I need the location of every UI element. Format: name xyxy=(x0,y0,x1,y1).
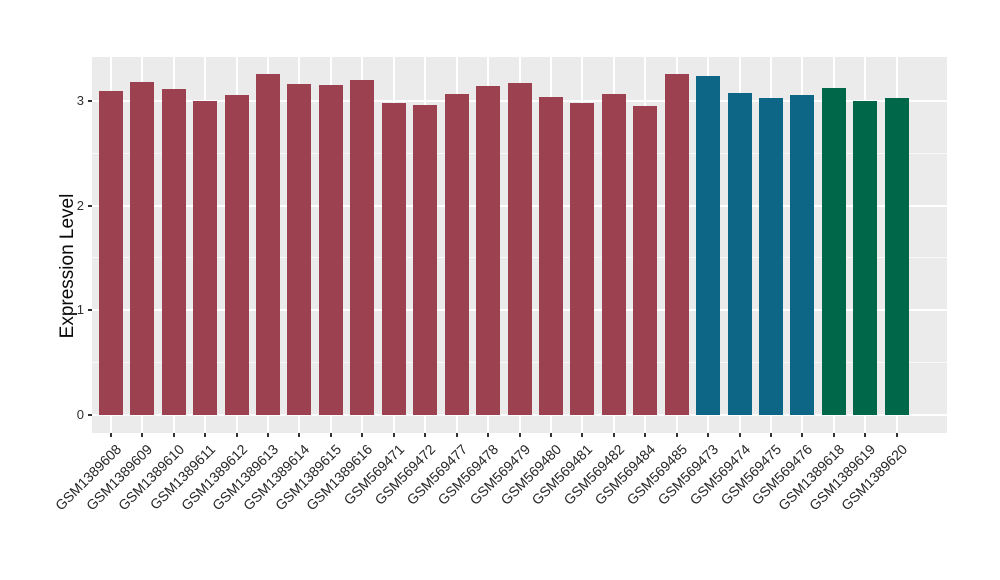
y-tick-label-3: 3 xyxy=(76,92,84,108)
bar-GSM569479 xyxy=(507,83,532,415)
x-tick-mark-GSM569480 xyxy=(549,433,552,437)
bar-GSM569472 xyxy=(413,105,438,415)
x-tick-mark-GSM569474 xyxy=(738,433,741,437)
x-tick-mark-GSM569476 xyxy=(801,433,804,437)
x-tick-mark-GSM569475 xyxy=(769,433,772,437)
y-tick-label-2: 2 xyxy=(76,197,84,213)
bar-GSM569478 xyxy=(476,86,501,415)
x-tick-mark-GSM569485 xyxy=(675,433,678,437)
bar-GSM569475 xyxy=(758,97,783,415)
x-tick-mark-GSM1389613 xyxy=(267,433,270,437)
x-tick-mark-GSM1389618 xyxy=(832,433,835,437)
x-tick-mark-GSM569481 xyxy=(581,433,584,437)
x-tick-mark-GSM569478 xyxy=(487,433,490,437)
x-tick-mark-GSM1389611 xyxy=(204,433,207,437)
x-tick-mark-GSM569471 xyxy=(392,433,395,437)
y-tick-mark-2 xyxy=(88,204,92,207)
bar-GSM1389613 xyxy=(256,73,281,415)
y-tick-label-1: 1 xyxy=(76,302,84,318)
bar-GSM1389616 xyxy=(350,80,375,415)
x-tick-mark-GSM569472 xyxy=(424,433,427,437)
bar-GSM1389618 xyxy=(821,88,846,415)
bar-GSM1389609 xyxy=(130,82,155,415)
bar-GSM1389614 xyxy=(287,84,312,415)
x-tick-mark-GSM1389609 xyxy=(141,433,144,437)
bar-GSM1389620 xyxy=(884,97,909,415)
bar-GSM1389615 xyxy=(318,85,343,415)
x-tick-mark-GSM1389610 xyxy=(172,433,175,437)
bar-GSM569471 xyxy=(381,103,406,415)
x-tick-mark-GSM1389612 xyxy=(235,433,238,437)
bar-GSM569484 xyxy=(633,106,658,415)
bar-GSM569481 xyxy=(570,103,595,415)
bar-GSM569477 xyxy=(444,93,469,415)
bar-GSM1389612 xyxy=(224,94,249,415)
x-tick-mark-GSM1389620 xyxy=(895,433,898,437)
x-tick-mark-GSM569484 xyxy=(644,433,647,437)
bar-GSM569482 xyxy=(601,93,626,415)
x-tick-mark-GSM569477 xyxy=(455,433,458,437)
bar-GSM569474 xyxy=(727,92,752,415)
bar-GSM569480 xyxy=(538,96,563,415)
bar-GSM569476 xyxy=(790,94,815,415)
bar-GSM1389608 xyxy=(98,90,123,415)
x-tick-mark-GSM1389619 xyxy=(864,433,867,437)
y-tick-label-0: 0 xyxy=(76,407,84,422)
y-tick-mark-1 xyxy=(88,309,92,312)
bar-GSM1389610 xyxy=(161,89,186,415)
x-tick-mark-GSM1389616 xyxy=(361,433,364,437)
x-tick-mark-GSM569482 xyxy=(612,433,615,437)
y-tick-mark-3 xyxy=(88,99,92,102)
x-tick-mark-GSM1389608 xyxy=(109,433,112,437)
bar-GSM1389611 xyxy=(193,100,218,415)
x-tick-mark-GSM1389614 xyxy=(298,433,301,437)
bar-GSM569473 xyxy=(696,75,721,415)
plot-panel xyxy=(92,57,947,433)
x-tick-mark-GSM569473 xyxy=(707,433,710,437)
bar-GSM1389619 xyxy=(853,100,878,415)
x-tick-mark-GSM1389615 xyxy=(329,433,332,437)
bar-GSM569485 xyxy=(664,73,689,415)
x-tick-mark-GSM569479 xyxy=(518,433,521,437)
y-tick-mark-0 xyxy=(88,414,92,416)
